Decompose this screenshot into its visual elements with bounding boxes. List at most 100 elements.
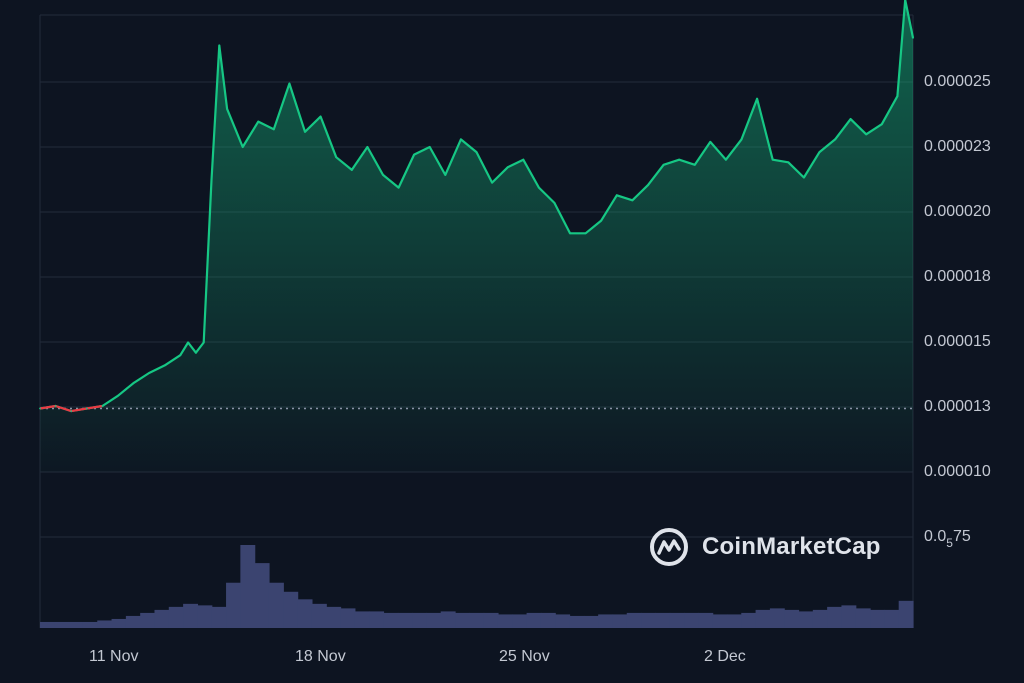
volume-bar xyxy=(827,606,843,628)
price-point xyxy=(132,382,135,384)
price-point xyxy=(101,405,104,407)
volume-bar xyxy=(211,606,227,628)
price-point xyxy=(849,118,852,120)
volume-bar xyxy=(626,612,642,628)
x-tick-label: 11 Nov xyxy=(89,648,139,665)
volume-bar xyxy=(383,612,399,628)
y-tick-label: 0.000015 xyxy=(924,333,991,350)
volume-bars xyxy=(40,545,914,628)
price-point xyxy=(803,176,805,179)
volume-bar xyxy=(183,603,199,628)
price-point xyxy=(202,341,205,344)
price-point xyxy=(241,146,244,148)
volume-bar xyxy=(283,591,299,628)
volume-bar xyxy=(40,621,55,628)
volume-bar xyxy=(483,612,499,628)
y-tick-label: 0.000013 xyxy=(924,398,991,415)
price-point xyxy=(444,174,447,176)
volume-bar xyxy=(297,599,313,628)
price-point xyxy=(179,354,182,357)
volume-bar xyxy=(369,611,385,628)
volume-bar xyxy=(497,614,513,628)
price-point xyxy=(475,151,478,154)
price-point xyxy=(538,186,540,189)
volume-bar xyxy=(612,614,628,628)
price-point xyxy=(187,341,190,344)
volume-bar xyxy=(512,614,528,628)
price-point xyxy=(335,156,338,159)
price-point xyxy=(413,153,415,156)
price-point xyxy=(693,163,696,166)
volume-bar xyxy=(168,606,184,628)
price-point xyxy=(272,128,275,131)
price-point xyxy=(600,219,603,222)
price-point xyxy=(397,186,400,189)
price-point xyxy=(428,146,431,148)
price-point xyxy=(818,151,821,154)
price-point xyxy=(662,163,665,166)
volume-bar xyxy=(426,612,442,628)
volume-bar xyxy=(197,605,213,628)
volume-bar xyxy=(226,582,241,628)
price-point xyxy=(382,174,384,176)
volume-bar xyxy=(698,612,714,628)
coinmarketcap-logo-icon xyxy=(650,528,688,566)
price-point xyxy=(896,95,899,98)
price-point xyxy=(787,161,790,164)
volume-bar xyxy=(97,620,113,628)
volume-bar xyxy=(154,609,170,628)
volume-bar xyxy=(125,615,141,628)
volume-bar xyxy=(397,612,413,628)
volume-bar xyxy=(784,609,800,628)
volume-bar xyxy=(82,621,98,628)
volume-bar xyxy=(555,614,571,628)
volume-bar xyxy=(655,612,671,628)
price-point xyxy=(756,97,758,100)
volume-bar xyxy=(884,609,900,628)
volume-bar xyxy=(240,545,256,628)
volume-bar xyxy=(412,612,428,628)
volume-bar xyxy=(598,614,614,628)
volume-bar xyxy=(870,609,885,628)
volume-bar xyxy=(684,612,699,628)
price-point xyxy=(584,232,587,235)
price-point xyxy=(218,44,221,47)
volume-bar xyxy=(54,621,70,628)
price-point xyxy=(70,410,73,412)
y-tick-label: 0.000025 xyxy=(924,73,991,90)
volume-bar xyxy=(68,621,84,628)
price-point xyxy=(163,364,166,367)
price-point xyxy=(366,146,369,148)
price-point xyxy=(39,407,41,410)
price-point xyxy=(304,130,306,133)
price-point xyxy=(460,138,462,141)
price-point xyxy=(522,158,525,161)
volume-bar xyxy=(440,611,456,628)
volume-bar xyxy=(569,615,585,628)
price-point xyxy=(631,199,634,202)
volume-bar xyxy=(798,611,814,628)
price-point xyxy=(569,232,571,235)
price-point xyxy=(195,351,197,354)
volume-bar xyxy=(140,612,156,628)
watermark-brand: CoinMarketCap xyxy=(702,533,881,560)
price-line-group xyxy=(39,0,915,413)
price-point xyxy=(350,169,353,171)
price-point xyxy=(85,407,88,410)
price-area-fill xyxy=(40,0,913,472)
price-point xyxy=(678,158,681,161)
volume-bar xyxy=(354,611,370,628)
volume-bar xyxy=(583,615,599,628)
price-point xyxy=(647,184,649,187)
volume-bar xyxy=(254,563,270,628)
volume-label-main: 0.0 xyxy=(924,528,947,545)
watermark: CoinMarketCap xyxy=(648,526,881,568)
volume-bar xyxy=(841,605,857,628)
price-point xyxy=(54,405,57,407)
volume-label-subscript: 5 xyxy=(946,536,953,550)
volume-bar xyxy=(712,614,728,628)
price-point xyxy=(117,394,119,397)
volume-bar xyxy=(526,612,542,628)
price-point xyxy=(615,194,618,197)
price-point xyxy=(709,141,712,143)
